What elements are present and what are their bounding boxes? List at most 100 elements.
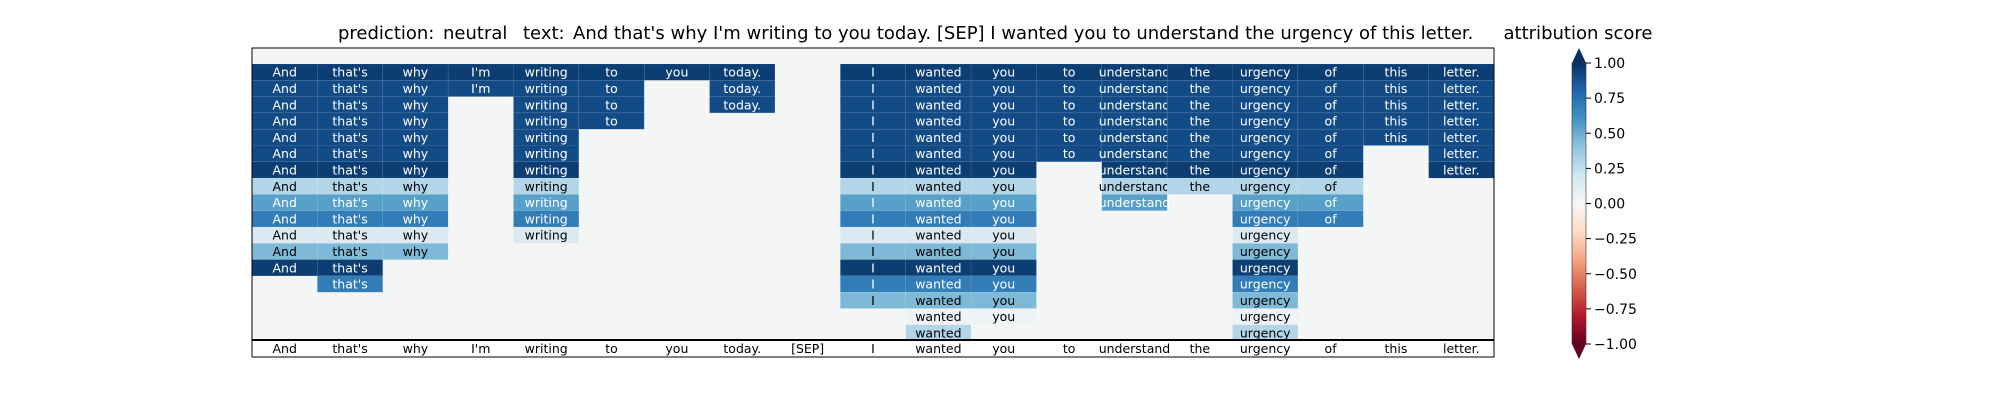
token-axis-label: urgency	[1240, 341, 1291, 356]
heatmap-cell-label: to	[1063, 146, 1076, 161]
heatmap-cell	[1101, 194, 1168, 211]
heatmap-cell-label: that's	[332, 277, 367, 292]
heatmap-cell-label: urgency	[1240, 114, 1291, 129]
heatmap-cell-label: wanted	[915, 146, 961, 161]
token-axis-label: to	[1063, 341, 1076, 356]
colorbar-tick-label: −1.00	[1594, 337, 1637, 353]
colorbar-max-arrow	[1572, 48, 1586, 63]
heatmap-cell-label: why	[403, 162, 429, 177]
heatmap-cell-label: you	[992, 65, 1015, 80]
heatmap-cell-label: you	[665, 65, 688, 80]
heatmap-cell-label: you	[992, 114, 1015, 129]
heatmap-cell-label: this	[1385, 81, 1408, 96]
heatmap-cell-label: you	[992, 195, 1015, 210]
heatmap-cell-label: letter.	[1443, 162, 1480, 177]
heatmap-cell	[513, 226, 580, 244]
colorbar: 1.00 0.75 0.50 0.25 0.00 −0.25 −0.50 −0.75 −1.00	[1571, 48, 1637, 359]
heatmap-cell-label: this	[1385, 65, 1408, 80]
colorbar-tick-label: 1.00	[1594, 56, 1625, 72]
heatmap-cell-label: And	[272, 260, 296, 275]
heatmap-cell-label: that's	[332, 211, 367, 226]
colorbar-tick-label: −0.75	[1594, 302, 1637, 318]
heatmap-cell-label: this	[1385, 97, 1408, 112]
heatmap-cell-label: urgency	[1240, 260, 1291, 275]
heatmap-cell	[382, 96, 449, 114]
title-text-value: And that's why I'm writing to you today.…	[573, 23, 1473, 44]
heatmap-cell-label: I	[871, 211, 875, 226]
heatmap-cell-label: understand	[1099, 81, 1171, 96]
heatmap-cell-label: that's	[332, 146, 367, 161]
heatmap-cell-label: And	[272, 146, 296, 161]
heatmap-cell-label: I	[871, 130, 875, 145]
heatmap-cell-label: that's	[332, 195, 367, 210]
heatmap-cell-label: I	[871, 195, 875, 210]
heatmap-cell-label: urgency	[1240, 179, 1291, 194]
heatmap-cell-label: I	[871, 277, 875, 292]
heatmap-cell-label: wanted	[915, 65, 961, 80]
heatmap-cell-label: the	[1190, 162, 1211, 177]
heatmap-cell-label: And	[272, 211, 296, 226]
heatmap-cell-label: urgency	[1240, 325, 1291, 340]
heatmap-cell-label: of	[1325, 179, 1338, 194]
heatmap-cell-label: you	[992, 81, 1015, 96]
heatmap-cell-label: of	[1325, 146, 1338, 161]
heatmap-cell-label: urgency	[1240, 293, 1291, 308]
heatmap-cell-label: understand	[1099, 114, 1171, 129]
heatmap-cell-label: letter.	[1443, 65, 1480, 80]
heatmap-cell-label: of	[1325, 211, 1338, 226]
heatmap-cell	[382, 243, 449, 260]
heatmap-cell-label: of	[1325, 97, 1338, 112]
heatmap-cell-label: to	[605, 65, 618, 80]
token-axis-label: that's	[332, 341, 367, 356]
heatmap-cell-label: writing	[525, 97, 568, 112]
heatmap-cell-label: understand	[1099, 97, 1171, 112]
colorbar-tick-label: 0.75	[1594, 91, 1625, 107]
colorbar-tick-label: 0.50	[1594, 126, 1625, 142]
heatmap-cell-label: you	[992, 309, 1015, 324]
heatmap-cell-label: And	[272, 114, 296, 129]
heatmap-cell-label: urgency	[1240, 81, 1291, 96]
heatmap-cell-label: of	[1325, 130, 1338, 145]
heatmap-cell-label: writing	[525, 146, 568, 161]
heatmap-cell-label: to	[605, 97, 618, 112]
heatmap-cell-label: And	[272, 228, 296, 243]
heatmap-cell-label: I	[871, 228, 875, 243]
heatmap-cell-label: the	[1190, 179, 1211, 194]
heatmap-cell-label: writing	[525, 211, 568, 226]
heatmap-cell-label: letter.	[1443, 114, 1480, 129]
heatmap-cell-label: you	[992, 97, 1015, 112]
heatmap-cell-label: urgency	[1240, 65, 1291, 80]
heatmap-cell-label: writing	[525, 114, 568, 129]
heatmap-cell-label: I	[871, 244, 875, 259]
heatmap-cell-label: that's	[332, 228, 367, 243]
heatmap-cell-label: you	[992, 211, 1015, 226]
heatmap-cell-label: letter.	[1443, 81, 1480, 96]
colorbar-tick-label: 0.00	[1594, 197, 1625, 213]
heatmap-cell-label: wanted	[915, 228, 961, 243]
heatmap-cell-label: And	[272, 97, 296, 112]
heatmap-cell-label: I	[871, 97, 875, 112]
heatmap-cell-label: urgency	[1240, 244, 1291, 259]
heatmap-cell-label: And	[272, 195, 296, 210]
heatmap-cell-label: letter.	[1443, 130, 1480, 145]
token-axis-label: why	[403, 341, 429, 356]
heatmap-cell	[970, 308, 1037, 326]
heatmap-cell-label: wanted	[915, 179, 961, 194]
heatmap-cell-label: why	[403, 65, 429, 80]
heatmap-cell	[317, 96, 383, 114]
heatmap-cell-label: the	[1190, 81, 1211, 96]
heatmap-cell-label: the	[1190, 130, 1211, 145]
token-axis-label: the	[1190, 341, 1211, 356]
heatmap-cell-label: you	[992, 179, 1015, 194]
heatmap-cell	[1297, 210, 1364, 228]
token-axis-label: understand	[1099, 341, 1171, 356]
heatmap-cell-label: wanted	[915, 277, 961, 292]
heatmap-cell-label: the	[1190, 97, 1211, 112]
token-axis-label: today.	[723, 341, 761, 356]
heatmap-cell-label: urgency	[1240, 97, 1291, 112]
heatmap-cell-label: you	[992, 130, 1015, 145]
heatmap-cell-label: writing	[525, 65, 568, 80]
heatmap-cell-label: understand	[1099, 179, 1171, 194]
heatmap-cell-label: that's	[332, 114, 367, 129]
